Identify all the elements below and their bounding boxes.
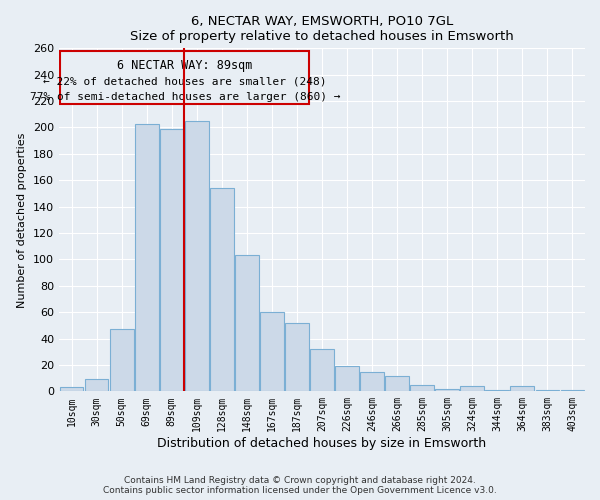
Bar bbox=[560, 390, 584, 392]
Bar bbox=[59, 388, 83, 392]
Bar bbox=[485, 390, 509, 392]
Bar bbox=[185, 121, 209, 392]
FancyBboxPatch shape bbox=[60, 51, 310, 104]
Bar bbox=[135, 124, 158, 392]
Bar bbox=[260, 312, 284, 392]
Bar bbox=[85, 380, 109, 392]
Text: Contains HM Land Registry data © Crown copyright and database right 2024.
Contai: Contains HM Land Registry data © Crown c… bbox=[103, 476, 497, 495]
Bar bbox=[385, 376, 409, 392]
Bar bbox=[310, 349, 334, 392]
Title: 6, NECTAR WAY, EMSWORTH, PO10 7GL
Size of property relative to detached houses i: 6, NECTAR WAY, EMSWORTH, PO10 7GL Size o… bbox=[130, 15, 514, 43]
Bar bbox=[511, 386, 534, 392]
Text: 6 NECTAR WAY: 89sqm: 6 NECTAR WAY: 89sqm bbox=[117, 59, 253, 72]
Bar bbox=[235, 256, 259, 392]
Bar bbox=[210, 188, 233, 392]
Text: 77% of semi-detached houses are larger (860) →: 77% of semi-detached houses are larger (… bbox=[29, 92, 340, 102]
Bar bbox=[410, 384, 434, 392]
Bar bbox=[160, 129, 184, 392]
Bar bbox=[285, 322, 309, 392]
Bar bbox=[436, 388, 459, 392]
Bar bbox=[335, 366, 359, 392]
Bar bbox=[110, 330, 134, 392]
Bar bbox=[360, 372, 384, 392]
Text: ← 22% of detached houses are smaller (248): ← 22% of detached houses are smaller (24… bbox=[43, 76, 326, 86]
Y-axis label: Number of detached properties: Number of detached properties bbox=[17, 132, 28, 308]
X-axis label: Distribution of detached houses by size in Emsworth: Distribution of detached houses by size … bbox=[157, 437, 487, 450]
Bar bbox=[536, 390, 559, 392]
Bar bbox=[460, 386, 484, 392]
